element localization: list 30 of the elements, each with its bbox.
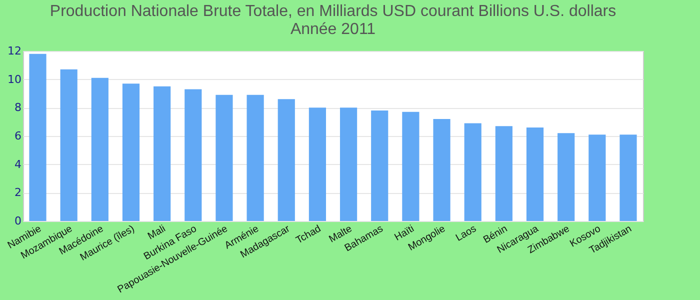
bar <box>433 119 450 221</box>
bar <box>216 94 233 221</box>
y-tick-label: 0 <box>14 214 22 228</box>
bar <box>91 78 108 221</box>
bar <box>495 126 512 221</box>
y-tick-label: 6 <box>14 130 22 142</box>
text: Production Nationale Brute Totale, en Milliards USD courant Billions U.S. dollars <box>50 3 616 20</box>
bar <box>620 134 637 221</box>
bar <box>278 99 295 221</box>
bar <box>308 108 326 221</box>
bar <box>558 133 575 221</box>
bar <box>154 86 171 221</box>
y-tick-label: 12 <box>8 44 22 58</box>
y-tick-label: 8 <box>14 101 22 114</box>
bar <box>340 108 358 221</box>
y-tick-label: 10 <box>8 72 22 86</box>
bar <box>184 89 202 221</box>
text: Année 2011 <box>290 21 376 38</box>
bar <box>526 128 544 221</box>
bar <box>402 112 420 221</box>
bar <box>588 134 606 221</box>
bar <box>29 54 46 221</box>
bar <box>60 69 78 221</box>
y-tick-label: 4 <box>14 158 22 171</box>
bar <box>246 94 264 221</box>
bar <box>122 84 140 221</box>
bar <box>464 123 482 221</box>
y-tick-label: 2 <box>14 186 22 200</box>
x-tick-label: Laos <box>454 224 478 244</box>
bar <box>371 110 388 221</box>
